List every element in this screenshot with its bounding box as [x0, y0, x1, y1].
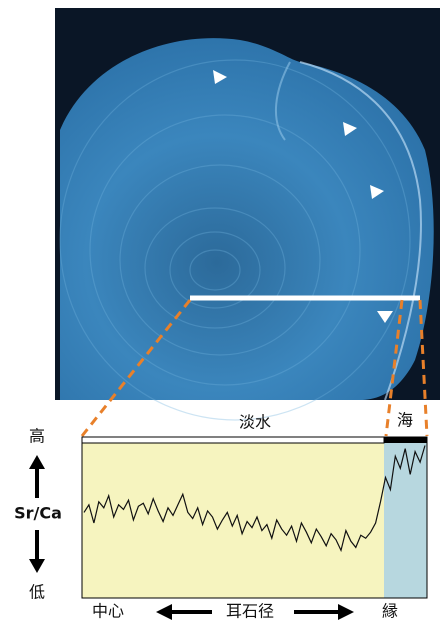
- high-label: 高: [29, 427, 45, 446]
- freshwater-label: 淡水: [239, 413, 271, 432]
- left-arrow: [156, 604, 212, 620]
- up-arrow: [29, 455, 45, 498]
- right-arrow: [294, 604, 354, 620]
- center-label: 中心: [92, 602, 124, 621]
- down-arrow: [29, 530, 45, 573]
- freshwater-bar: [82, 437, 384, 443]
- sea-bar: [384, 437, 427, 443]
- freshwater-zone: [82, 437, 384, 598]
- ratio-label: Sr/Ca: [14, 504, 62, 523]
- low-label: 低: [29, 583, 45, 602]
- page: {"labels": {"freshwater": "淡水", "sea": "…: [0, 0, 444, 628]
- sea-label: 海: [397, 411, 413, 430]
- radius-label: 耳石径: [226, 602, 274, 621]
- figure: 淡水 海 高 Sr/Ca 低 中心 耳石径 縁: [0, 0, 444, 628]
- edge-label: 縁: [382, 602, 398, 621]
- otolith-photo: [55, 8, 440, 420]
